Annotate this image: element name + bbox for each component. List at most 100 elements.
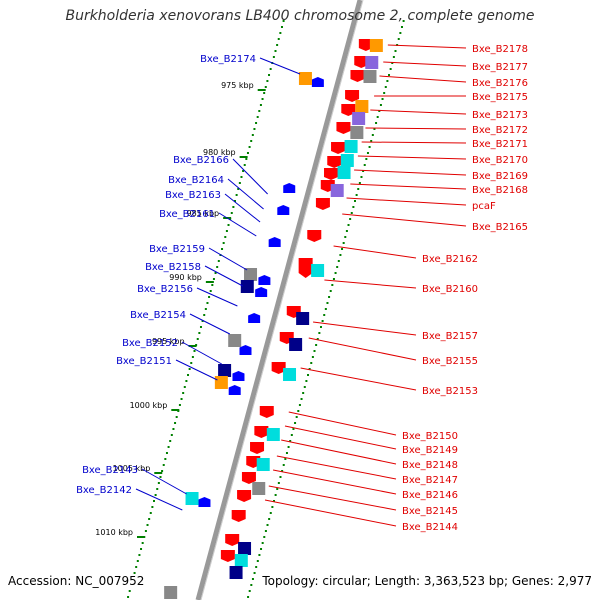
- forward-leader-line: [365, 127, 467, 130]
- gc-dot-left: [133, 572, 136, 574]
- forward-gene-arrow[interactable]: [259, 406, 274, 418]
- gc-dot-right: [289, 440, 292, 442]
- gc-dot-left: [203, 314, 206, 316]
- reverse-gene-label[interactable]: Bxe_B2166: [173, 155, 229, 166]
- gc-dot-left: [225, 230, 228, 232]
- forward-gene-arrow[interactable]: [254, 426, 269, 438]
- forward-gene-label[interactable]: Bxe_B2144: [402, 522, 458, 533]
- forward-gene-label[interactable]: Bxe_B2175: [472, 92, 528, 103]
- forward-gene-arrow[interactable]: [298, 258, 313, 278]
- reverse-gene-label[interactable]: Bxe_B2142: [76, 485, 132, 496]
- cog-category-box: [252, 482, 266, 495]
- forward-gene-label[interactable]: Bxe_B2172: [472, 125, 528, 136]
- reverse-gene-label[interactable]: Bxe_B2152: [122, 338, 178, 349]
- gc-dot-left: [138, 554, 141, 556]
- reverse-gene-label[interactable]: Bxe_B2161: [159, 209, 215, 220]
- reverse-gene-label[interactable]: Bxe_B2154: [130, 310, 186, 321]
- kbp-ticks: 975 kbp 980 kbp 985 kbp 990 kbp 995 kbp 1000 …: [95, 81, 266, 538]
- reverse-gene-label[interactable]: Bxe_B2159: [149, 244, 205, 255]
- forward-gene-arrow[interactable]: [324, 168, 339, 180]
- cog-category-box: [352, 112, 366, 125]
- forward-gene-label[interactable]: Bxe_B2170: [472, 155, 528, 166]
- gc-dot-left: [243, 164, 246, 166]
- reverse-gene-arrow[interactable]: [277, 205, 290, 215]
- forward-gene-arrow[interactable]: [327, 156, 342, 168]
- reverse-gene-arrow[interactable]: [198, 497, 211, 507]
- reverse-gene-label[interactable]: Bxe_B2174: [200, 54, 256, 65]
- forward-gene-label[interactable]: Bxe_B2145: [402, 506, 458, 517]
- reverse-gene-arrow[interactable]: [268, 237, 281, 247]
- forward-gene-label[interactable]: pcaF: [472, 201, 496, 212]
- reverse-gene-arrow[interactable]: [283, 183, 296, 193]
- reverse-gene-arrow[interactable]: [258, 275, 271, 285]
- forward-gene-label[interactable]: Bxe_B2176: [472, 78, 528, 89]
- gc-dot-right: [399, 32, 402, 34]
- forward-gene-label[interactable]: Bxe_B2162: [422, 254, 478, 265]
- reverse-gene-label[interactable]: Bxe_B2151: [116, 356, 172, 367]
- reverse-gene-arrow[interactable]: [228, 385, 241, 395]
- forward-gene-arrow[interactable]: [336, 122, 351, 134]
- cog-category-box: [369, 39, 383, 52]
- gc-dot-right: [375, 122, 378, 124]
- gc-dot-right: [253, 572, 256, 574]
- cog-category-box: [234, 554, 248, 567]
- gc-dot-left: [151, 506, 154, 508]
- forward-gene-label[interactable]: Bxe_B2168: [472, 185, 528, 196]
- gc-dot-left: [187, 374, 190, 376]
- forward-gene-label[interactable]: Bxe_B2155: [422, 356, 478, 367]
- reverse-gene-label[interactable]: Bxe_B2143: [82, 465, 138, 476]
- forward-gene-label[interactable]: Bxe_B2169: [472, 171, 528, 182]
- forward-gene-label[interactable]: Bxe_B2177: [472, 62, 528, 73]
- gc-dot-left: [238, 182, 241, 184]
- reverse-gene-arrow[interactable]: [239, 345, 252, 355]
- forward-gene-label[interactable]: Bxe_B2149: [402, 445, 458, 456]
- forward-gene-label[interactable]: Bxe_B2165: [472, 222, 528, 233]
- forward-gene-label[interactable]: Bxe_B2150: [402, 431, 458, 442]
- gc-dot-left: [169, 440, 172, 442]
- reverse-gene-arrow[interactable]: [255, 287, 268, 297]
- forward-gene-arrow[interactable]: [250, 442, 265, 454]
- forward-gene-arrow[interactable]: [241, 472, 256, 484]
- forward-gene-arrow[interactable]: [307, 230, 322, 242]
- forward-gene-label[interactable]: Bxe_B2171: [472, 139, 528, 150]
- forward-gene-arrow[interactable]: [225, 534, 240, 546]
- reverse-gene-label[interactable]: Bxe_B2156: [137, 284, 193, 295]
- forward-gene-arrow[interactable]: [315, 198, 330, 210]
- forward-gene-label[interactable]: Bxe_B2173: [472, 110, 528, 121]
- gc-dot-left: [148, 518, 151, 520]
- forward-gene-arrow[interactable]: [345, 90, 360, 102]
- forward-gene-arrow[interactable]: [271, 362, 286, 374]
- forward-gene-arrow[interactable]: [350, 70, 365, 82]
- reverse-gene-label[interactable]: Bxe_B2163: [165, 190, 221, 201]
- forward-gene-label[interactable]: Bxe_B2146: [402, 490, 458, 501]
- forward-gene-arrow[interactable]: [231, 510, 246, 522]
- forward-gene-arrow[interactable]: [358, 39, 373, 51]
- forward-leader-line: [342, 213, 467, 227]
- gc-dot-right: [276, 488, 279, 490]
- gc-dot-right: [389, 68, 392, 70]
- forward-gene-label[interactable]: Bxe_B2147: [402, 475, 458, 486]
- cog-category-box: [228, 334, 242, 347]
- forward-gene-label[interactable]: Bxe_B2160: [422, 284, 478, 295]
- forward-gene-arrow[interactable]: [341, 104, 356, 116]
- forward-gene-label[interactable]: Bxe_B2148: [402, 460, 458, 471]
- reverse-gene-arrow[interactable]: [232, 371, 245, 381]
- reverse-gene-label[interactable]: Bxe_B2164: [168, 175, 224, 186]
- forward-gene-arrow[interactable]: [354, 56, 369, 68]
- reverse-gene-arrow[interactable]: [248, 313, 261, 323]
- gc-dot-left: [212, 278, 215, 280]
- forward-leader-line: [357, 155, 467, 160]
- gc-dot-right: [345, 230, 348, 232]
- reverse-gene-label[interactable]: Bxe_B2158: [145, 262, 201, 273]
- forward-gene-label[interactable]: Bxe_B2153: [422, 386, 478, 397]
- cog-category-box: [344, 140, 358, 153]
- gc-dot-left: [214, 272, 217, 274]
- forward-gene-arrow[interactable]: [237, 490, 252, 502]
- forward-gene-label[interactable]: Bxe_B2157: [422, 331, 478, 342]
- forward-gene-arrow[interactable]: [331, 142, 346, 154]
- reverse-gene-arrow[interactable]: [311, 77, 324, 87]
- forward-gene-label[interactable]: Bxe_B2178: [472, 44, 528, 55]
- forward-gene-arrow[interactable]: [220, 550, 235, 562]
- gc-dot-left: [174, 422, 177, 424]
